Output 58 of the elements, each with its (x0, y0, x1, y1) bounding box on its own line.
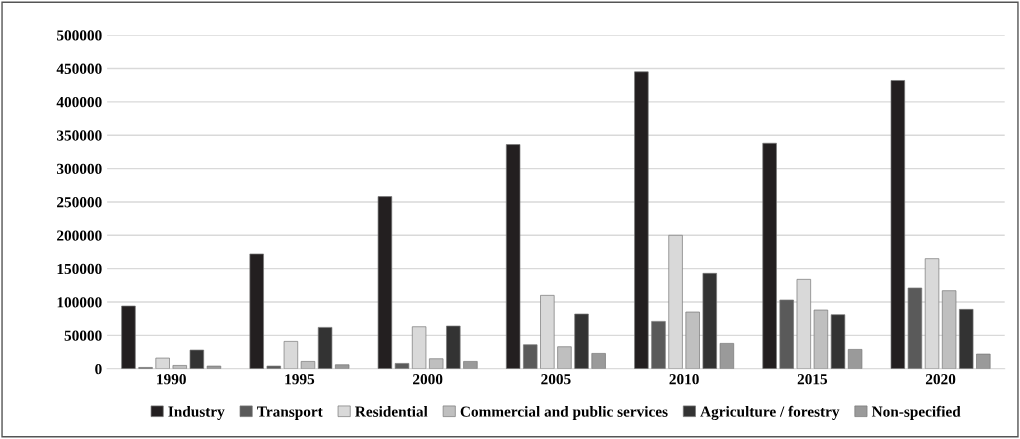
x-tick-label: 1990 (157, 374, 186, 385)
bar (557, 346, 572, 369)
bar (651, 321, 666, 369)
y-tick-label: 450000 (56, 63, 102, 74)
bar (394, 363, 410, 369)
bar (155, 357, 170, 369)
bar (249, 253, 264, 369)
y-tick-label: 200000 (57, 230, 102, 241)
bar (283, 341, 299, 369)
bar (523, 344, 538, 369)
legend-label: Commercial and public services (460, 406, 668, 420)
bar (266, 365, 281, 369)
y-tick-label: 150000 (57, 263, 102, 275)
bar (847, 349, 863, 369)
bar (591, 353, 606, 369)
legend-label: Residential (355, 406, 428, 417)
bar (189, 349, 205, 369)
bar (317, 327, 333, 369)
bar (685, 311, 700, 369)
bar (779, 299, 794, 369)
x-tick-label: 2015 (797, 374, 828, 385)
bar (941, 290, 957, 369)
bar (574, 313, 589, 369)
legend-label: Transport (257, 406, 323, 420)
bar (634, 71, 649, 369)
y-tick-label: 250000 (57, 197, 102, 208)
x-tick-label: 2020 (925, 374, 956, 385)
bar (830, 314, 846, 369)
legend-label: Agriculture / forestry (700, 405, 840, 420)
bar (446, 325, 461, 369)
bar (463, 361, 478, 369)
x-tick-label: 2010 (669, 374, 699, 385)
bar (377, 196, 393, 369)
y-tick-label: 500000 (57, 30, 102, 41)
bar (976, 353, 991, 369)
bar (335, 364, 350, 369)
bar (762, 142, 777, 369)
bar (959, 309, 974, 369)
x-tick-label: 2000 (413, 374, 443, 385)
bar (907, 287, 923, 369)
y-tick-label: 400000 (56, 96, 102, 108)
bar (702, 272, 717, 369)
bar (206, 365, 222, 369)
y-tick-label: 100000 (57, 297, 102, 308)
bar (121, 305, 136, 369)
bar (813, 309, 829, 369)
bar (505, 144, 521, 369)
y-tick-label: 50000 (64, 330, 102, 341)
legend-label: Non-specified (871, 405, 961, 420)
y-tick-label: 350000 (56, 130, 102, 141)
y-tick-label: 0 (95, 363, 102, 375)
x-tick-label: 1995 (285, 374, 315, 385)
x-tick-label: 2005 (541, 374, 571, 385)
bar (719, 343, 735, 369)
legend-label: Industry (168, 406, 225, 420)
bar (890, 80, 906, 369)
y-tick-label: 300000 (56, 163, 102, 175)
bar (429, 358, 444, 369)
